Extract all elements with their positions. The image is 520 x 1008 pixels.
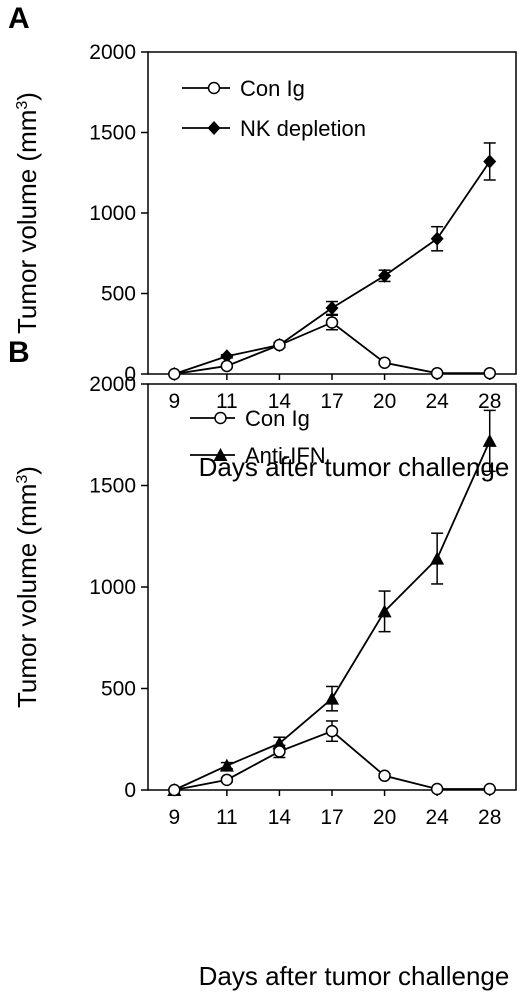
data-point <box>483 154 497 169</box>
y-tick-label: 0 <box>124 363 136 386</box>
x-tick-label: 20 <box>373 806 396 829</box>
y-axis-label: Tumor volume (mm3) <box>12 466 42 708</box>
data-point <box>273 745 286 758</box>
legend-label: Con Ig <box>240 76 305 101</box>
series-con-ig <box>168 720 496 797</box>
data-point <box>483 366 496 380</box>
panel-a: A 0 500 1000 1500 2000 9 11 14 17 20 24 28 Days afte… <box>8 2 517 482</box>
data-point <box>378 268 392 283</box>
x-tick-label: 28 <box>478 390 501 413</box>
y-tick-label: 2000 <box>89 41 136 64</box>
data-point <box>378 769 391 783</box>
data-point <box>325 724 339 738</box>
y-tick-label: 500 <box>101 283 136 306</box>
x-tick-label: 11 <box>216 806 238 829</box>
x-tick-label: 28 <box>478 806 501 829</box>
x-axis-label: Days after tumor challenge <box>199 961 510 991</box>
panel-label: B <box>8 336 30 369</box>
data-point <box>213 448 228 461</box>
x-tick-label: 14 <box>268 390 292 413</box>
y-tick-label: 1000 <box>89 202 136 225</box>
legend: Con Ig Anti-IFN <box>190 406 326 468</box>
data-point <box>220 349 234 364</box>
x-tick-label: 17 <box>320 806 343 829</box>
data-point <box>430 551 445 565</box>
y-tick-label: 0 <box>124 779 136 802</box>
data-point <box>430 782 444 796</box>
data-point <box>168 367 181 381</box>
data-point <box>430 231 444 246</box>
x-axis-label: Days after tumor challenge <box>199 452 510 482</box>
data-point <box>273 338 286 352</box>
panel-b: B 0 500 1000 1500 2000 9 11 14 17 20 24 28 Days afte… <box>8 336 517 991</box>
legend-label: Con Ig <box>245 406 310 431</box>
data-point <box>325 300 339 315</box>
x-tick-label: 11 <box>216 390 238 413</box>
y-tick-label: 500 <box>101 678 136 701</box>
data-point <box>482 433 497 447</box>
data-point <box>219 758 234 772</box>
series-nk-depletion <box>167 142 497 381</box>
x-tick-label: 20 <box>373 390 396 413</box>
data-point <box>325 691 339 705</box>
data-point <box>207 121 221 135</box>
data-point <box>483 782 496 796</box>
y-tick-label: 1500 <box>89 122 136 145</box>
data-point <box>377 604 392 618</box>
series-line <box>173 160 491 375</box>
data-point <box>220 359 234 373</box>
data-point <box>430 366 444 380</box>
data-point <box>378 356 391 369</box>
data-point <box>220 773 234 787</box>
y-axis-label: Tumor volume (mm3) <box>12 92 42 334</box>
legend: Con Ig NK depletion <box>182 76 366 141</box>
data-point <box>168 783 181 797</box>
legend-label: NK depletion <box>240 116 366 141</box>
x-tick-label: 9 <box>168 806 180 829</box>
x-tick-label: 24 <box>425 806 449 829</box>
legend-label: Anti-IFN <box>245 443 326 468</box>
x-tick-label: 24 <box>425 390 449 413</box>
x-tick-label: 9 <box>168 390 180 413</box>
x-tick-label: 17 <box>320 390 343 413</box>
panel-label: A <box>8 2 30 35</box>
data-point <box>214 411 227 425</box>
series-con-ig <box>168 314 496 381</box>
data-point <box>325 316 339 329</box>
data-point <box>207 81 221 95</box>
y-tick-label: 1000 <box>89 576 136 599</box>
y-tick-label: 2000 <box>89 373 136 396</box>
x-tick-label: 14 <box>268 806 292 829</box>
y-tick-label: 1500 <box>89 475 136 498</box>
